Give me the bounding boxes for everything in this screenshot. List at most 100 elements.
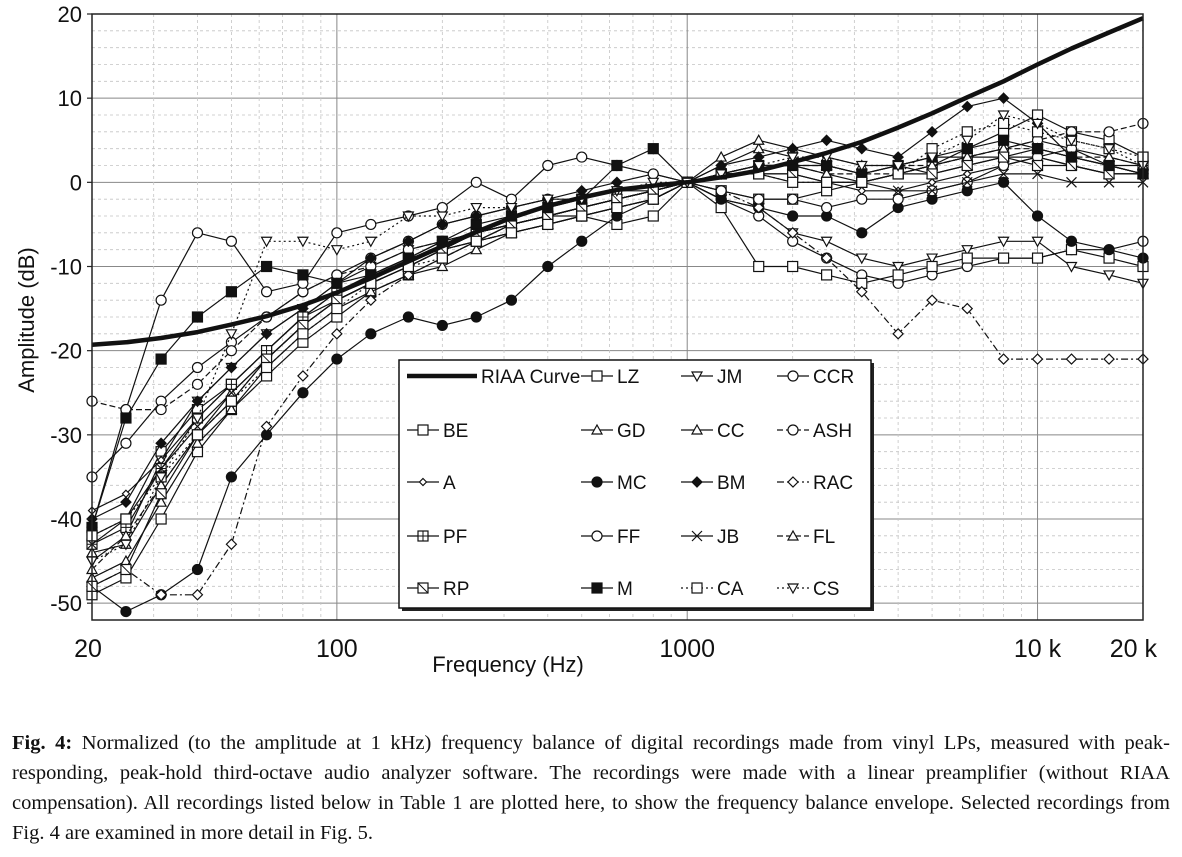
point-cs — [855, 160, 868, 172]
point-be — [821, 269, 833, 281]
point-a — [927, 177, 937, 187]
point-cs — [330, 245, 343, 256]
point-bm — [120, 496, 132, 509]
legend-label-m: M — [617, 579, 633, 600]
point-ca — [856, 176, 868, 188]
point-cs — [155, 472, 168, 484]
point-cs — [436, 211, 449, 223]
point-ff — [191, 227, 204, 239]
y-tick-label: -10 — [50, 255, 82, 280]
point-m — [647, 143, 659, 155]
legend-marker-jm — [690, 371, 704, 383]
point-ca — [821, 176, 833, 188]
legend-marker-rp-slash — [417, 582, 429, 594]
point-jm — [1065, 261, 1078, 273]
point-ash — [155, 403, 167, 416]
point-cs — [786, 152, 799, 164]
point-rp — [1031, 159, 1044, 172]
point-rp — [926, 168, 938, 180]
point-ca — [505, 227, 518, 239]
point-ca — [191, 429, 204, 441]
point-rac — [752, 201, 765, 214]
point-ca — [576, 210, 588, 222]
point-m — [997, 134, 1010, 146]
series-riaa-curve — [91, 16, 1144, 348]
legend-marker-bm — [691, 476, 703, 488]
legend-label-ff: FF — [617, 527, 640, 548]
point-rac — [855, 285, 868, 298]
point-m — [155, 353, 167, 365]
point-rp-slash — [926, 168, 938, 180]
point-ash — [225, 345, 238, 357]
legend-item-gd: GD — [581, 421, 646, 442]
point-rp — [155, 488, 167, 500]
point-jm — [926, 253, 939, 265]
point-mc — [787, 210, 799, 222]
x-tick-label: 10 k — [1014, 635, 1062, 663]
point-ff — [576, 151, 588, 163]
legend-label-fl: FL — [813, 527, 835, 548]
point-rac — [331, 327, 343, 340]
point-ca — [331, 302, 343, 315]
legend-label-ca: CA — [717, 579, 744, 600]
point-mc — [402, 311, 414, 323]
point-mc — [297, 387, 309, 399]
point-ccr — [120, 437, 132, 449]
point-bm — [926, 125, 938, 138]
point-jm — [820, 236, 833, 248]
point-ff — [753, 193, 765, 205]
series-line-riaa-curve — [91, 16, 1144, 348]
point-mc — [576, 235, 588, 247]
legend-item-fl: FL — [777, 527, 835, 548]
point-lz — [647, 210, 659, 222]
legend-item-cs: CS — [777, 579, 839, 600]
plot-frame — [91, 13, 1144, 621]
point-mc — [331, 353, 343, 365]
point-be — [1031, 252, 1044, 264]
point-cs — [191, 413, 204, 425]
point-rp — [120, 563, 132, 576]
point-rac — [364, 294, 377, 307]
point-mc — [1065, 235, 1078, 247]
legend-marker-fl — [786, 529, 800, 541]
point-bm — [820, 134, 833, 147]
point-jb — [1066, 176, 1077, 188]
point-rac — [260, 420, 273, 433]
point-ff — [225, 235, 238, 247]
x-axis-label: Frequency (Hz) — [432, 652, 584, 677]
point-bm — [191, 395, 204, 408]
point-m — [1065, 151, 1078, 163]
point-ccr — [191, 361, 204, 374]
point-m — [191, 311, 204, 323]
point-ff — [365, 218, 377, 231]
point-mc — [225, 471, 238, 483]
point-ff — [542, 159, 554, 172]
point-ff — [260, 286, 273, 298]
point-mc — [191, 563, 204, 576]
point-be — [926, 260, 938, 273]
point-m — [1103, 159, 1115, 172]
point-rp-slash — [961, 160, 973, 171]
point-cs — [541, 194, 554, 206]
point-gd — [225, 403, 238, 415]
legend-marker-a — [418, 477, 428, 487]
legend-marker-rac — [787, 476, 799, 488]
point-cs — [470, 202, 483, 214]
legend-marker-ff — [591, 530, 603, 542]
point-jb — [892, 185, 904, 197]
legend-label-cs: CS — [813, 579, 839, 600]
point-mc — [1031, 210, 1044, 222]
point-m — [1031, 143, 1044, 155]
legend-marker-gd — [590, 423, 604, 435]
legend-label-jb: JB — [717, 527, 739, 548]
point-rac — [997, 353, 1010, 365]
point-ca — [225, 395, 238, 407]
point-gd — [470, 243, 483, 255]
point-ca — [926, 143, 938, 155]
legend-label-ccr: CCR — [813, 367, 854, 388]
point-m — [331, 277, 343, 289]
y-tick-label: 10 — [58, 86, 82, 111]
point-ca — [611, 201, 623, 214]
point-ff — [436, 201, 448, 214]
legend-label-a: A — [443, 473, 456, 494]
